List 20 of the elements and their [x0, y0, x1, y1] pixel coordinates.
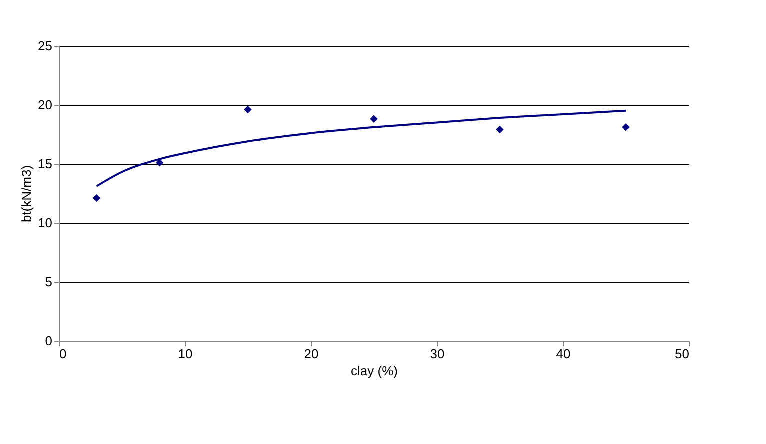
x-tick-label: 30: [430, 346, 445, 362]
y-tick-label: 25: [38, 38, 52, 54]
point: [496, 126, 504, 134]
point: [244, 106, 252, 114]
x-tick-label: 10: [178, 346, 193, 362]
point: [622, 124, 630, 132]
x-tick-label: 50: [675, 346, 690, 362]
line-series: [96, 110, 627, 188]
y-tick-label: 20: [38, 98, 52, 112]
y-tick-label: 0: [45, 334, 52, 348]
x-tick-label: 40: [556, 346, 571, 362]
y-axis-title: bt(kN/m3): [19, 165, 34, 223]
x-tick-label: 0: [60, 346, 67, 362]
x-axis-title: clay (%): [351, 364, 398, 378]
y-tick-label: 5: [45, 274, 52, 290]
y-tick-label: 10: [38, 216, 52, 230]
y-tick-label: 15: [38, 156, 52, 172]
point: [370, 115, 378, 124]
point: [92, 194, 101, 202]
x-tick-label: 20: [304, 346, 319, 362]
